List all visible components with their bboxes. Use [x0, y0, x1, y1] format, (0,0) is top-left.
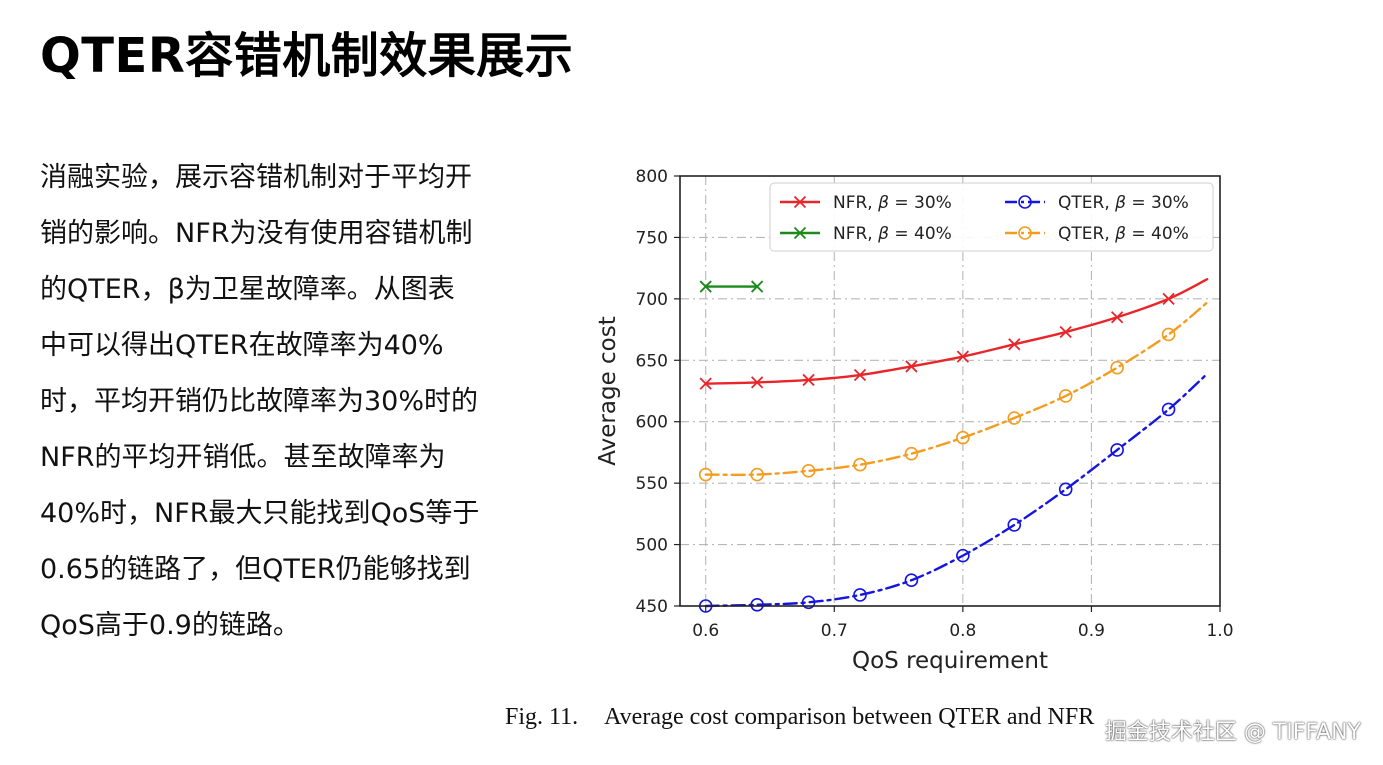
- series-markers: [698, 280, 1176, 613]
- legend-value: = 40%: [1126, 224, 1189, 244]
- y-tick-label: 550: [636, 474, 668, 494]
- x-tick-label: 0.6: [692, 621, 719, 641]
- data-point: [956, 350, 969, 363]
- data-point: [1058, 482, 1073, 497]
- legend-name: QTER,: [1058, 193, 1115, 213]
- data-point: [699, 377, 712, 390]
- slide-title: QTER容错机制效果展示: [40, 28, 574, 84]
- data-point: [1007, 518, 1022, 532]
- legend-name: QTER,: [1058, 224, 1115, 244]
- y-tick-label: 700: [636, 290, 668, 310]
- x-tick-label: 1.0: [1206, 621, 1233, 641]
- x-axis-label: QoS requirement: [852, 648, 1048, 674]
- y-axis-label: Average cost: [595, 316, 621, 465]
- data-point: [956, 430, 970, 445]
- legend-beta: β: [877, 193, 889, 213]
- average-cost-chart: 0.6 0.7 0.8 0.9 1.0450500550600650700750800 …: [595, 167, 1234, 674]
- data-point: [1161, 402, 1176, 417]
- legend-beta: β: [1114, 193, 1126, 213]
- legend-value: = 30%: [889, 193, 952, 213]
- y-tick-label: 750: [636, 228, 668, 248]
- legend-marker: [793, 195, 807, 209]
- legend-name: NFR,: [833, 193, 878, 213]
- series-line: [704, 301, 1209, 477]
- legend-value: = 40%: [889, 224, 952, 244]
- data-point: [956, 548, 970, 563]
- legend-entry-label: NFR, β = 30%: [833, 193, 952, 213]
- x-tick-label: 0.8: [949, 621, 976, 641]
- series-line: [704, 278, 1209, 385]
- figure-caption-text: Average cost comparison between QTER and…: [604, 704, 1095, 730]
- legend-entry-label: QTER, β = 40%: [1058, 224, 1189, 244]
- legend-box: [769, 182, 1214, 252]
- y-tick-label: 800: [636, 167, 668, 187]
- data-point: [1007, 411, 1022, 425]
- body-paragraph: 消融实验，展示容错机制对于平均开销的影响。NFR为没有使用容错机制的QTER，β…: [40, 162, 480, 641]
- figure-caption: Fig. 11. Average cost comparison between …: [505, 704, 1094, 731]
- data-point: [1058, 389, 1073, 403]
- data-point: [853, 588, 867, 602]
- data-point: [698, 467, 713, 482]
- legend-value: = 30%: [1126, 193, 1189, 213]
- series-line: [704, 372, 1209, 608]
- watermark: 掘金技术社区 @ TIFFANY: [1104, 720, 1361, 745]
- legend-name: NFR,: [833, 224, 878, 244]
- axis-ticks: 0.6 0.7 0.8 0.9 1.0 450 500 550 600 650 700 750 800: [636, 167, 1234, 641]
- legend-marker: [793, 226, 807, 240]
- legend: NFR, β = 30% QTER, β = 30%NFR, β = 40% QTE…: [769, 182, 1214, 252]
- data-point: [802, 373, 815, 387]
- data-point: [801, 464, 816, 478]
- x-tick-label: 0.9: [1078, 621, 1105, 641]
- data-point: [751, 280, 764, 293]
- data-point: [1161, 327, 1176, 342]
- data-point: [853, 368, 867, 382]
- y-tick-label: 600: [636, 413, 668, 433]
- data-point: [801, 595, 816, 610]
- legend-entry-label: QTER, β = 30%: [1058, 193, 1189, 213]
- data-point: [1111, 311, 1124, 324]
- data-point: [751, 376, 764, 389]
- legend-marker: [1018, 195, 1032, 209]
- y-tick-label: 500: [636, 536, 668, 556]
- data-point: [699, 280, 712, 293]
- y-tick-label: 450: [636, 597, 668, 617]
- legend-entry-label: NFR, β = 40%: [833, 224, 952, 244]
- legend-marker: [1018, 226, 1032, 240]
- x-tick-label: 0.7: [821, 621, 848, 641]
- data-point: [1162, 292, 1175, 305]
- figure-caption-label: Fig. 11.: [505, 704, 579, 730]
- data-point: [905, 360, 918, 373]
- data-point: [904, 573, 919, 588]
- data-point: [1110, 360, 1124, 375]
- data-point: [750, 467, 764, 482]
- data-point: [1110, 443, 1124, 457]
- legend-beta: β: [877, 224, 889, 244]
- data-point: [750, 597, 764, 612]
- y-tick-label: 650: [636, 351, 668, 371]
- plot-frame: [679, 175, 1221, 607]
- data-point: [904, 446, 919, 461]
- chart-container: 0.6 0.7 0.8 0.9 1.0 450 500 550 600 650 700 750 800 …: [585, 150, 1245, 680]
- legend-beta: β: [1114, 224, 1126, 244]
- data-point: [1008, 338, 1021, 351]
- data-point: [1059, 325, 1072, 339]
- data-point: [853, 457, 867, 472]
